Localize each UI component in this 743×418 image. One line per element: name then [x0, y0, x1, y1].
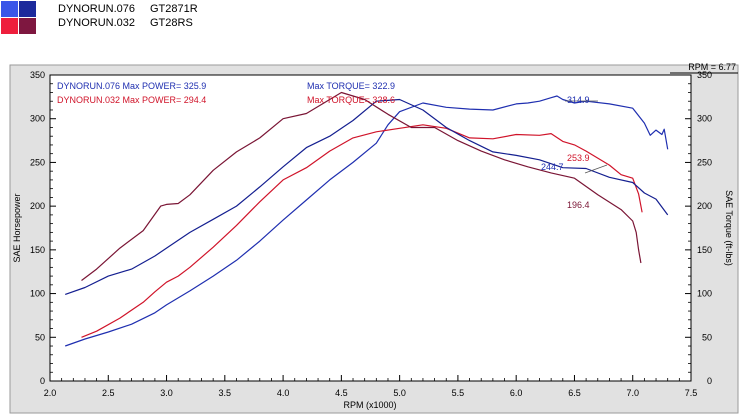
legend: DYNORUN.076 GT2871R DYNORUN.032 GT28RS	[0, 0, 400, 36]
x-axis: 2.0 2.5 3.0 3.5 4.0 4.5 5.0 5.5 6.0 6.5 7.0 7.5	[44, 375, 698, 398]
plot-area	[49, 74, 692, 382]
legend-run-032: DYNORUN.032	[58, 17, 136, 29]
x-tick-label: 2.5	[102, 388, 115, 398]
x-tick-label: 6.5	[568, 388, 581, 398]
y-axis-right: 0 50 100 150 200 250 300 350	[685, 70, 712, 386]
y-tick-label: 150	[30, 245, 45, 255]
y-tick-label: 300	[30, 114, 45, 124]
y-tick-label-right: 0	[707, 376, 712, 386]
y-tick-label-right: 200	[697, 201, 712, 211]
y-tick-label-right: 250	[697, 157, 712, 167]
y-tick-label-right: 100	[697, 289, 712, 299]
legend-swatch-076-power	[1, 1, 18, 17]
y-axis-left: 0 50 100 150 200 250 300 350	[30, 70, 56, 386]
series-032-power	[81, 124, 643, 338]
y-tick-label-right: 350	[697, 70, 712, 80]
marker-label-076-power: 314.9	[567, 95, 590, 105]
x-tick-label: 3.0	[160, 388, 173, 398]
x-tick-label: 7.5	[685, 388, 698, 398]
x-axis-label: RPM (x1000)	[343, 400, 396, 410]
y-tick-label: 350	[30, 70, 45, 80]
y-tick-label: 250	[30, 157, 45, 167]
legend-name-032: GT28RS	[150, 17, 193, 29]
annotation-032-power: DYNORUN.032 Max POWER= 294.4	[57, 95, 206, 105]
series-076-power	[65, 95, 669, 347]
marker-label-032-power: 253.9	[567, 153, 590, 163]
annotation-032-torque: Max TORQUE= 328.6	[307, 95, 395, 105]
y-axis-label-left: SAE Horsepower	[12, 193, 22, 262]
x-tick-label: 2.0	[44, 388, 57, 398]
legend-swatch-032-torque	[19, 18, 36, 34]
x-tick-label: 4.0	[277, 388, 290, 398]
legend-swatch-032-power	[1, 18, 18, 34]
marker-label-076-torque: 244.7	[541, 162, 564, 172]
x-tick-label: 3.5	[219, 388, 232, 398]
y-tick-label: 50	[35, 332, 45, 342]
annotation-076-power: DYNORUN.076 Max POWER= 325.9	[57, 81, 206, 91]
y-axis-label-right: SAE Torque (ft-lbs)	[724, 190, 734, 266]
series-076-torque	[65, 98, 669, 295]
series-lines	[65, 91, 669, 347]
rpm-readout: RPM = 6.77	[688, 62, 736, 72]
x-tick-label: 5.5	[452, 388, 465, 398]
marker-label-032-torque: 196.4	[567, 200, 590, 210]
y-tick-label-right: 300	[697, 114, 712, 124]
y-tick-label: 0	[40, 376, 45, 386]
y-tick-label: 100	[30, 289, 45, 299]
x-tick-label: 7.0	[626, 388, 639, 398]
x-tick-label: 4.5	[335, 388, 348, 398]
series-032-torque	[81, 91, 642, 281]
annotation-076-torque: Max TORQUE= 322.9	[307, 81, 395, 91]
x-tick-label: 5.0	[393, 388, 406, 398]
y-tick-label-right: 150	[697, 245, 712, 255]
legend-run-076: DYNORUN.076	[58, 3, 136, 15]
y-tick-label: 200	[30, 201, 45, 211]
legend-swatch-076-torque	[19, 1, 36, 17]
marker-line-076-torque	[584, 164, 608, 174]
y-tick-label-right: 50	[702, 332, 712, 342]
legend-name-076: GT2871R	[150, 3, 198, 15]
x-tick-label: 6.0	[510, 388, 523, 398]
